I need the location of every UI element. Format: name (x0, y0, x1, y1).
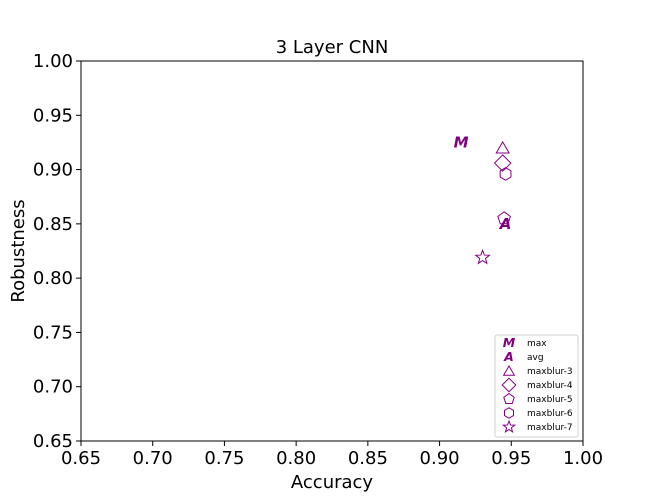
y-tick-label: 0.75 (33, 322, 73, 343)
x-tick-label: 0.65 (61, 448, 101, 469)
legend-label: maxblur-4 (527, 381, 573, 391)
x-tick-label: 0.90 (420, 448, 460, 469)
point-maxblur-7 (474, 248, 491, 265)
chart-title: 3 Layer CNN (276, 37, 389, 58)
legend-label: maxblur-5 (527, 395, 573, 405)
point-maxblur-3 (495, 140, 510, 154)
y-tick-label: 0.80 (33, 268, 73, 289)
x-tick-label: 1.00 (563, 448, 603, 469)
x-axis: 0.65 0.70 0.75 0.80 0.85 0.90 0.95 1.00 (61, 441, 603, 469)
legend-marker-maxblur-4 (501, 377, 517, 393)
legend-marker-maxblur-5 (503, 392, 515, 404)
y-axis: 0.65 0.70 0.75 0.80 0.85 0.90 0.95 1.00 (33, 51, 81, 452)
legend-label: maxblur-7 (527, 423, 573, 433)
legend-label: maxblur-6 (527, 409, 573, 419)
y-tick-label: 0.65 (33, 431, 73, 452)
data-points: MA (454, 133, 512, 265)
legend-marker-max: M (503, 335, 516, 350)
x-tick-label: 0.75 (204, 448, 244, 469)
x-tick-label: 0.85 (348, 448, 388, 469)
legend-label: avg (527, 353, 544, 363)
y-tick-label: 0.70 (33, 377, 73, 398)
legend-box (494, 334, 579, 438)
y-tick-label: 0.85 (33, 214, 73, 235)
legend-label: max (527, 339, 547, 349)
x-tick-label: 0.70 (133, 448, 173, 469)
legend-label: maxblur-3 (527, 367, 573, 377)
plot-area (80, 60, 584, 442)
y-tick-label: 1.00 (33, 51, 73, 72)
point-maxblur-5 (497, 211, 511, 225)
y-tick-label: 0.90 (33, 160, 73, 181)
legend-marker-avg: A (503, 349, 514, 364)
x-tick-label: 0.95 (491, 448, 531, 469)
y-tick-label: 0.95 (33, 105, 73, 126)
legend-marker-maxblur-6 (504, 407, 514, 419)
legend-marker-maxblur-7 (501, 419, 517, 434)
y-axis-label: Robustness (8, 199, 29, 302)
point-maxblur-4 (493, 154, 512, 172)
x-tick-label: 0.80 (276, 448, 316, 469)
legend-marker-maxblur-3 (502, 365, 516, 376)
point-max: M (454, 133, 469, 151)
point-maxblur-6 (499, 167, 512, 181)
x-axis-label: Accuracy (291, 472, 374, 493)
